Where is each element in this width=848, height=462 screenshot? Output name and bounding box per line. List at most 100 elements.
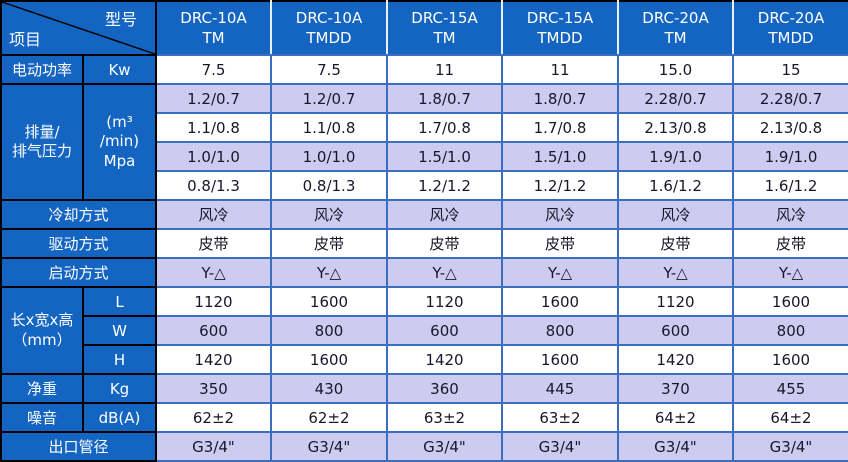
spec-value: 11 — [501, 54, 619, 85]
spec-value: 0.8/1.3 — [155, 170, 272, 201]
unit-label: Kw — [82, 54, 157, 85]
row-label: 出口管径 — [0, 431, 157, 462]
row-net-weight: 净重 Kg 350 430 360 445 370 455 — [0, 373, 848, 404]
spec-value: Y-△ — [501, 257, 619, 288]
spec-value: 1.2/0.7 — [270, 83, 388, 114]
spec-value: 62±2 — [155, 402, 272, 433]
spec-value: 皮带 — [501, 228, 619, 259]
spec-value: 1.1/0.8 — [155, 112, 272, 143]
spec-value: 1.9/1.0 — [732, 141, 848, 172]
spec-value: 风冷 — [501, 199, 619, 230]
spec-value: 1600 — [270, 344, 388, 375]
corner-model-label: 型号 — [104, 10, 137, 29]
spec-value: 1.5/1.0 — [386, 141, 503, 172]
spec-value: 1.8/0.7 — [386, 83, 503, 114]
spec-value: 1600 — [501, 286, 619, 317]
unit-label: dB(A) — [82, 402, 157, 433]
spec-value: 1120 — [155, 286, 272, 317]
spec-value: Y-△ — [270, 257, 388, 288]
row-label: 长x宽x高 （mm） — [0, 286, 84, 375]
row-start-mode: 启动方式 Y-△ Y-△ Y-△ Y-△ Y-△ Y-△ — [0, 257, 848, 288]
row-label: 噪音 — [0, 402, 84, 433]
spec-value: 445 — [501, 373, 619, 404]
row-label: 净重 — [0, 373, 84, 404]
spec-value: 62±2 — [270, 402, 388, 433]
spec-value: 64±2 — [617, 402, 734, 433]
spec-value: 11 — [386, 54, 503, 85]
spec-value: 800 — [270, 315, 388, 346]
row-noise: 噪音 dB(A) 62±2 62±2 63±2 63±2 64±2 64±2 — [0, 402, 848, 433]
spec-value: 800 — [501, 315, 619, 346]
spec-value: 63±2 — [501, 402, 619, 433]
spec-value: Y-△ — [155, 257, 272, 288]
spec-value: 15 — [732, 54, 848, 85]
row-width: W 600 800 600 800 600 800 — [1, 315, 848, 346]
spec-value: G3/4" — [270, 431, 388, 462]
spec-value: 360 — [386, 373, 503, 404]
spec-value: 600 — [386, 315, 503, 346]
spec-value: 皮带 — [155, 228, 272, 259]
spec-value: G3/4" — [155, 431, 272, 462]
spec-value: 430 — [270, 373, 388, 404]
spec-value: 1.6/1.2 — [732, 170, 848, 201]
row-length: 长x宽x高 （mm） L 1120 1600 1120 1600 1120 16… — [0, 286, 848, 375]
spec-value: 350 — [155, 373, 272, 404]
spec-value: 370 — [617, 373, 734, 404]
row-height: H 1420 1600 1420 1600 1420 1600 — [1, 344, 848, 375]
spec-value: 1120 — [386, 286, 503, 317]
spec-value: 1420 — [386, 344, 503, 375]
unit-label: (m³ /min) Mpa — [82, 83, 157, 201]
spec-value: 2.28/0.7 — [732, 83, 848, 114]
row-cooling: 冷却方式 风冷 风冷 风冷 风冷 风冷 风冷 — [0, 199, 848, 230]
header-row: 型号 项目 DRC-10A TM DRC-10A TMDD DRC-15A TM… — [0, 0, 848, 56]
spec-value: 600 — [617, 315, 734, 346]
spec-value: 1.0/1.0 — [270, 141, 388, 172]
spec-value: 455 — [732, 373, 848, 404]
spec-value: G3/4" — [732, 431, 848, 462]
spec-value: 1.5/1.0 — [501, 141, 619, 172]
model-header: DRC-15A TM — [386, 0, 503, 56]
row-displacement-2: 1.1/0.8 1.1/0.8 1.7/0.8 1.7/0.8 2.13/0.8… — [1, 112, 848, 143]
dim-sub-label: H — [82, 344, 157, 375]
spec-value: 1.2/1.2 — [386, 170, 503, 201]
spec-value: 2.13/0.8 — [732, 112, 848, 143]
spec-value: G3/4" — [501, 431, 619, 462]
model-header: DRC-20A TMDD — [732, 0, 848, 56]
spec-value: 2.28/0.7 — [617, 83, 734, 114]
row-drive: 驱动方式 皮带 皮带 皮带 皮带 皮带 皮带 — [0, 228, 848, 259]
row-label: 驱动方式 — [0, 228, 157, 259]
spec-value: 1.7/0.8 — [501, 112, 619, 143]
dim-sub-label: L — [82, 286, 157, 317]
model-header: DRC-10A TM — [155, 0, 272, 56]
row-motor-power: 电动功率 Kw 7.5 7.5 11 11 15.0 15 — [0, 54, 848, 85]
spec-value: 1420 — [617, 344, 734, 375]
spec-value: 皮带 — [386, 228, 503, 259]
spec-value: 800 — [732, 315, 848, 346]
spec-value: 1600 — [270, 286, 388, 317]
spec-value: 1420 — [155, 344, 272, 375]
row-outlet-diameter: 出口管径 G3/4" G3/4" G3/4" G3/4" G3/4" G3/4" — [0, 431, 848, 462]
corner-cell: 型号 项目 — [0, 0, 157, 56]
unit-label: Kg — [82, 373, 157, 404]
spec-value: Y-△ — [386, 257, 503, 288]
spec-value: 皮带 — [270, 228, 388, 259]
spec-value: 15.0 — [617, 54, 734, 85]
dim-sub-label: W — [82, 315, 157, 346]
spec-value: 1600 — [732, 286, 848, 317]
spec-value: 7.5 — [155, 54, 272, 85]
spec-value: 1.8/0.7 — [501, 83, 619, 114]
row-label: 电动功率 — [0, 54, 84, 85]
spec-value: 2.13/0.8 — [617, 112, 734, 143]
row-label: 排量/ 排气压力 — [0, 83, 84, 201]
spec-value: 1.2/0.7 — [155, 83, 272, 114]
row-label: 冷却方式 — [0, 199, 157, 230]
spec-value: 1.0/1.0 — [155, 141, 272, 172]
spec-value: 7.5 — [270, 54, 388, 85]
spec-value: 风冷 — [386, 199, 503, 230]
spec-value: Y-△ — [617, 257, 734, 288]
model-header: DRC-15A TMDD — [501, 0, 619, 56]
spec-value: 64±2 — [732, 402, 848, 433]
spec-value: 风冷 — [155, 199, 272, 230]
spec-value: 1.1/0.8 — [270, 112, 388, 143]
